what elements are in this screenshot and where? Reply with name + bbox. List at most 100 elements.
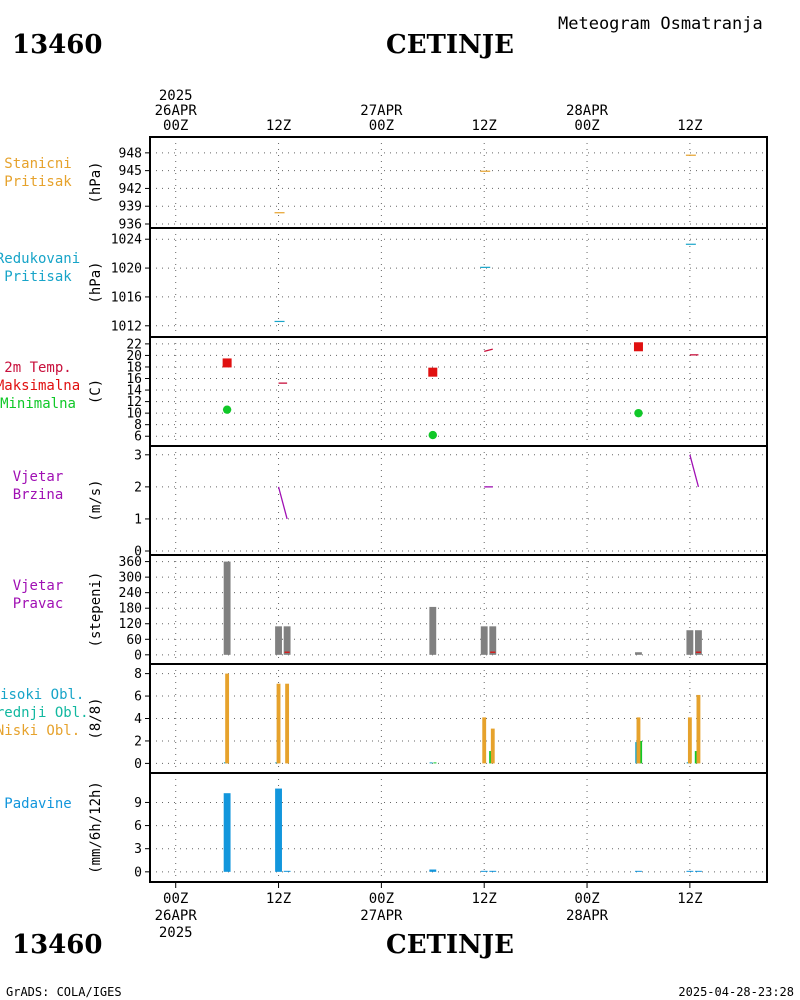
panel-side-label: Redukovani	[0, 251, 80, 267]
y-tick-label: 936	[119, 218, 142, 233]
panel-side-label: Niski Obl.	[0, 723, 80, 739]
data-line-segment	[689, 454, 700, 488]
data-bar	[635, 652, 642, 655]
time-label-bottom: 26APR	[155, 908, 198, 924]
time-label-top: 12Z	[472, 118, 497, 134]
panel-reduced-pressure: 1024 1020 1016 1012 (hPa) Redukovani Pritisak	[0, 227, 768, 338]
y-tick-label: 6	[134, 430, 142, 445]
y-tick-label: 10	[126, 407, 142, 422]
panel-side-label: Stanicni	[4, 156, 71, 172]
panel-unit-label: (m/s)	[88, 479, 104, 521]
data-bar	[285, 683, 290, 764]
footer-source: GrADS: COLA/IGES	[6, 985, 122, 999]
panel-station-pressure: 948 945 942 939 936 (hPa) Stanicni Pritisak	[4, 136, 768, 233]
y-tick-label: 0	[134, 865, 142, 880]
y-tick-label: 948	[119, 146, 142, 161]
station-id-bottom: 13460	[12, 930, 103, 960]
data-bar	[695, 630, 702, 655]
meteogram-title: Meteogram Osmatranja	[558, 14, 763, 34]
data-bar	[489, 626, 497, 655]
time-label-bottom: 27APR	[360, 908, 403, 924]
footer-timestamp: 2025-04-28-23:28	[678, 985, 794, 999]
data-bar	[275, 626, 282, 655]
data-bar	[687, 717, 692, 764]
data-bar	[694, 751, 698, 764]
data-point-square	[633, 342, 643, 352]
panel-plot-area	[222, 342, 699, 440]
time-label-top: 2025	[159, 88, 193, 104]
y-tick-label: 22	[126, 337, 142, 352]
y-tick-label: 4	[134, 712, 142, 727]
panel-plot-area	[223, 788, 702, 872]
station-name-top: CETINJE	[386, 30, 514, 60]
time-label-top: 28APR	[566, 103, 609, 119]
time-label-bottom: 12Z	[472, 891, 497, 907]
panel-plot-area	[274, 154, 696, 214]
data-bar	[429, 762, 433, 764]
panel-unit-label: (C)	[88, 379, 104, 404]
data-point-square	[428, 367, 438, 377]
data-bar	[283, 870, 291, 872]
y-tick-label: 6	[134, 819, 142, 834]
panel-frame	[149, 336, 768, 447]
time-label-bottom: 12Z	[266, 891, 291, 907]
y-tick-label: 8	[134, 667, 142, 682]
time-label-bottom: 2025	[159, 925, 193, 941]
time-label-top: 12Z	[266, 118, 291, 134]
data-bar	[489, 870, 497, 872]
y-tick-label: 1024	[111, 233, 142, 248]
panel-precipitation: 9 6 3 0 (mm/6h/12h) Padavine	[4, 772, 768, 883]
data-bar	[223, 561, 231, 655]
y-tick-label: 9	[134, 796, 142, 811]
panel-unit-label: (stepeni)	[88, 572, 104, 648]
time-label-bottom: 12Z	[677, 891, 702, 907]
panel-frame	[149, 772, 768, 883]
data-bar	[275, 788, 282, 872]
panel-side-label: Minimalna	[0, 396, 76, 412]
data-point-square	[222, 358, 232, 368]
y-tick-label: 360	[119, 555, 142, 570]
panel-unit-label: (8/8)	[88, 697, 104, 739]
data-bar	[696, 694, 701, 764]
panel-frame	[149, 136, 768, 229]
y-tick-label: 3	[134, 448, 142, 463]
panel-frame	[149, 227, 768, 338]
y-tick-label: 945	[119, 164, 142, 179]
time-label-top: 12Z	[677, 118, 702, 134]
panel-unit-label: (mm/6h/12h)	[88, 781, 104, 874]
panel-wind-speed: 3 2 1 0 (m/s) Vjetar Brzina	[13, 445, 768, 560]
y-tick-label: 0	[134, 545, 142, 560]
data-line-segment	[277, 486, 288, 520]
data-point-circle	[222, 405, 232, 414]
y-tick-label: 3	[134, 842, 142, 857]
panel-side-label: Pravac	[13, 596, 64, 612]
panel-side-label: 2m Temp.	[4, 360, 71, 376]
data-bar	[276, 683, 281, 764]
data-bar	[490, 728, 495, 764]
panel-side-label: Vjetar	[13, 578, 64, 594]
y-tick-label: 6	[134, 690, 142, 705]
data-bar	[636, 717, 641, 764]
panel-side-label: Pritisak	[4, 269, 72, 285]
panel-side-label: Brzina	[13, 487, 64, 503]
y-tick-label: 60	[126, 633, 142, 648]
data-bar	[695, 870, 702, 872]
data-bar	[433, 762, 437, 764]
data-bar	[489, 751, 493, 764]
y-tick-label: 16	[126, 372, 142, 387]
y-tick-label: 300	[119, 571, 142, 586]
station-id-top: 13460	[12, 30, 103, 60]
panel-frame	[149, 554, 768, 665]
panel-side-label: Vjetar	[13, 469, 64, 485]
panel-side-label: Pritisak	[4, 174, 72, 190]
time-label-top: 00Z	[163, 118, 188, 134]
time-label-top: 26APR	[155, 103, 198, 119]
y-tick-label: 1016	[111, 290, 142, 305]
y-tick-label: 939	[119, 200, 142, 215]
data-bar	[482, 717, 487, 764]
data-bar	[686, 630, 694, 655]
y-tick-label: 12	[126, 395, 142, 410]
panel-side-label: Srednji Obl.	[0, 705, 89, 721]
